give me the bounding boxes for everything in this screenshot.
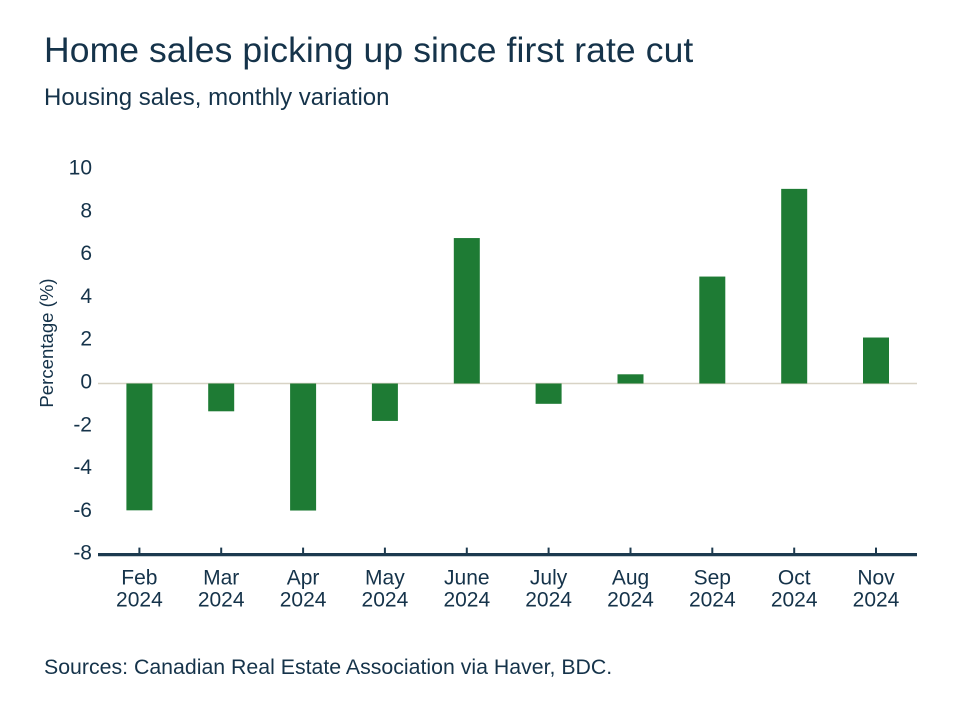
- svg-text:July: July: [530, 567, 568, 590]
- svg-text:6: 6: [80, 242, 92, 265]
- svg-text:8: 8: [80, 199, 92, 222]
- svg-text:4: 4: [80, 285, 92, 308]
- svg-text:2024: 2024: [443, 589, 490, 612]
- svg-text:Feb: Feb: [121, 567, 157, 590]
- svg-text:2024: 2024: [116, 589, 163, 612]
- svg-text:-4: -4: [73, 456, 92, 479]
- svg-text:Nov: Nov: [857, 567, 895, 590]
- svg-text:2024: 2024: [689, 589, 736, 612]
- svg-text:Mar: Mar: [203, 567, 239, 590]
- svg-text:2024: 2024: [280, 589, 327, 612]
- svg-text:10: 10: [69, 157, 92, 180]
- svg-text:-8: -8: [73, 542, 92, 565]
- svg-text:-6: -6: [73, 499, 92, 522]
- svg-text:Oct: Oct: [778, 567, 811, 590]
- svg-text:May: May: [365, 567, 405, 590]
- svg-text:2024: 2024: [362, 589, 409, 612]
- svg-text:Aug: Aug: [612, 567, 649, 590]
- svg-text:2024: 2024: [853, 589, 900, 612]
- svg-text:2024: 2024: [198, 589, 245, 612]
- svg-text:Sep: Sep: [694, 567, 731, 590]
- svg-text:-2: -2: [73, 413, 92, 436]
- svg-text:Apr: Apr: [287, 567, 320, 590]
- svg-text:2024: 2024: [607, 589, 654, 612]
- svg-text:2024: 2024: [525, 589, 572, 612]
- svg-text:2024: 2024: [771, 589, 818, 612]
- svg-text:0: 0: [80, 371, 92, 394]
- svg-text:2: 2: [80, 328, 92, 351]
- svg-text:June: June: [444, 567, 490, 590]
